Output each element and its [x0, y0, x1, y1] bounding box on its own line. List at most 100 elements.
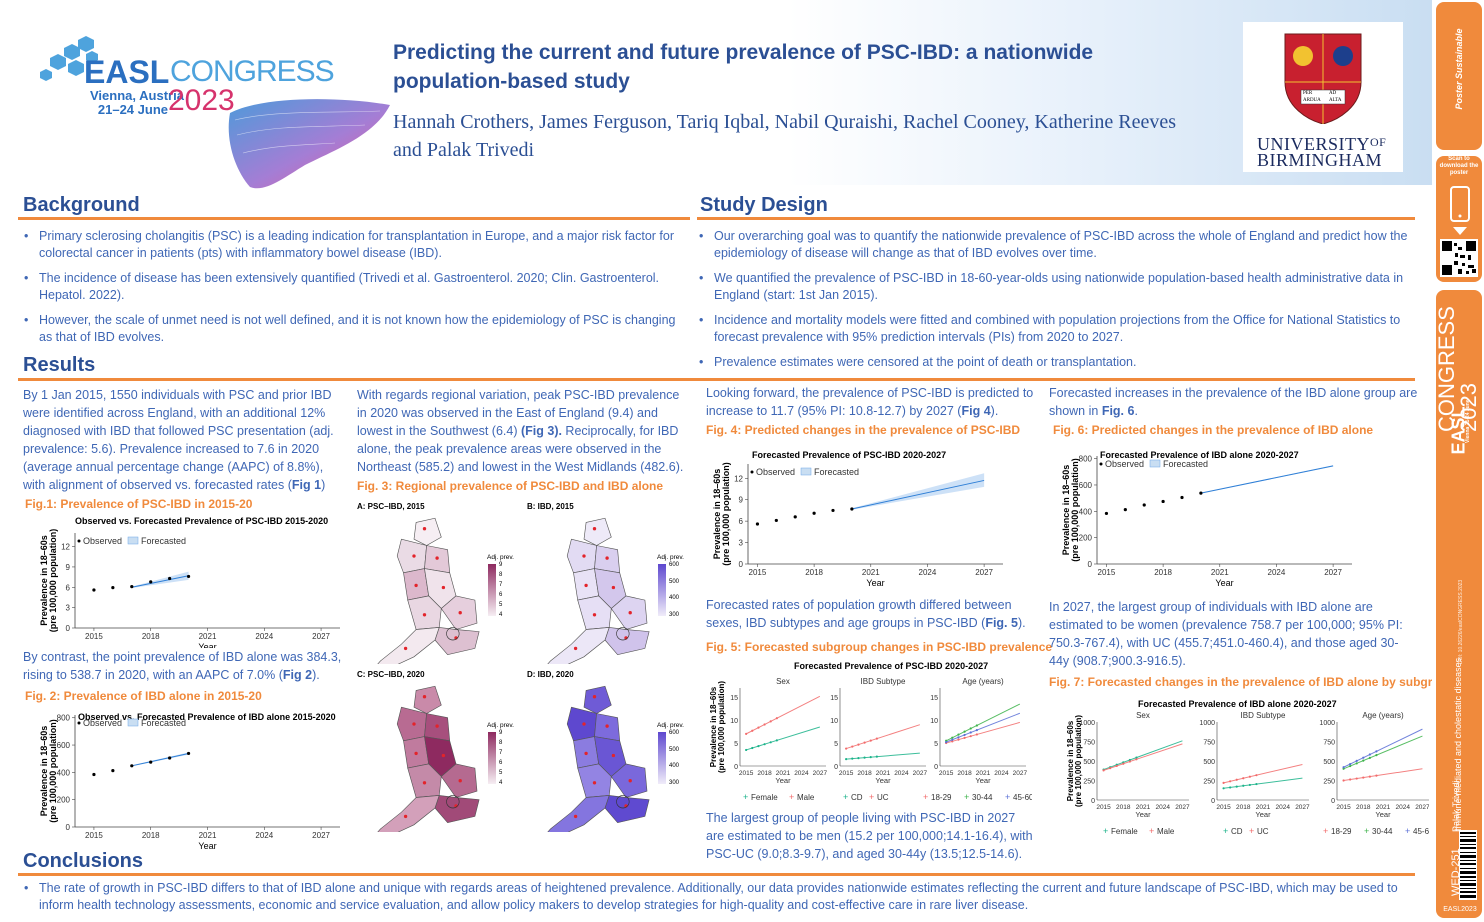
x-tick-label: 2021	[199, 831, 217, 840]
fig3-legend-tick: 300	[669, 780, 680, 786]
qr-code[interactable]	[1440, 239, 1478, 277]
region-marker	[422, 613, 427, 617]
fig3-legend-tick: 4	[499, 612, 503, 618]
series-point-UC	[1242, 777, 1245, 780]
series-point-CD	[1229, 786, 1232, 789]
facet-x-tick-label: 2018	[857, 770, 872, 777]
england-map	[547, 685, 650, 832]
results-col3-para2: Forecasted rates of population growth di…	[706, 598, 1026, 630]
series-point-CD	[857, 757, 860, 760]
region-marker	[435, 724, 439, 728]
facet-x-tick-label: 2021	[976, 770, 991, 777]
legend-marker-Male: +	[789, 792, 794, 802]
y-tick-label: 6	[66, 583, 71, 592]
series-point-30-44	[1355, 762, 1358, 765]
facet-y-tick-label: 750	[1323, 740, 1335, 747]
y-tick-label: 400	[1079, 507, 1093, 516]
y-axis-label-line1: Prevalence in 18–60s	[39, 726, 49, 817]
crest-motto-4: ALTA	[1329, 98, 1342, 103]
series-point-CD	[1222, 787, 1225, 790]
fig3-legend-tick: 500	[669, 578, 680, 585]
fig2-title: Observed vs. Forecasted Prevalence of IB…	[78, 712, 336, 722]
region-marker	[592, 781, 597, 785]
region-marker	[458, 611, 462, 615]
arrow-down-icon	[1453, 227, 1467, 235]
legend-marker-CD: +	[843, 792, 848, 802]
y-tick-label: 9	[66, 563, 71, 572]
barcode	[1459, 830, 1477, 900]
series-point-Male	[1109, 767, 1112, 770]
easl-location: Vienna, Austria	[90, 88, 184, 103]
facet-x-tick-label: 2021	[1136, 804, 1151, 811]
forecast-line	[851, 479, 985, 510]
fig2-caption: Fig. 2: Prevalence of IBD alone in 2015-…	[25, 689, 262, 703]
series-point-45-60	[1355, 759, 1358, 762]
x-axis-label: Year	[1215, 578, 1233, 588]
facet-x-tick-label: 2027	[1175, 804, 1190, 811]
observed-point	[850, 507, 854, 511]
y-axis-label-line1: Prevalence in 18–60s	[712, 469, 722, 560]
legend-marker-18-29: +	[1323, 826, 1328, 836]
fig3-legend-colorbar	[488, 564, 496, 616]
legend-forecasted-marker	[800, 467, 812, 476]
y-tick-label: 200	[57, 796, 71, 805]
series-line-45-60	[1343, 728, 1423, 768]
sidebar-poster-brand: Poster Sustainable	[1454, 28, 1464, 110]
series-point-18-29	[1375, 774, 1378, 777]
fig3-legend-tick: 5	[499, 770, 503, 776]
series-point-CD	[1255, 782, 1258, 786]
easl-hexagon-icon	[40, 36, 98, 81]
series-line-18-29	[1343, 768, 1423, 781]
legend-label-18-29: 18-29	[1331, 827, 1352, 836]
facet-x-tick-label: 2021	[1376, 804, 1391, 811]
study-bullet: Our overarching goal was to quantify the…	[698, 228, 1410, 262]
fig3-panel: B: IBD, 2015 Adj. prev. 600 500 400 300	[525, 498, 693, 664]
fig3-legend-tick: 8	[499, 572, 503, 578]
facet-x-tick-label: 2024	[894, 770, 909, 777]
fig5-caption: Fig. 5: Forecasted subgroup changes in P…	[706, 640, 1053, 654]
series-point-18-29	[951, 740, 954, 743]
legend-observed-marker	[77, 539, 81, 543]
legend-label-30-44: 30-44	[1372, 827, 1393, 836]
fig3-legend-tick: 300	[669, 612, 680, 618]
results-col2-para: With regards regional variation, peak PS…	[357, 388, 684, 474]
series-point-30-44	[1368, 756, 1371, 759]
facet-x-tick-label: 2015	[939, 770, 954, 777]
series-point-UC	[851, 745, 854, 748]
region-marker	[414, 583, 418, 588]
series-point-Male	[1102, 769, 1105, 772]
crest-motto-3: ARDUA	[1303, 98, 1321, 103]
facet-x-axis-label: Year	[975, 776, 991, 785]
poster-sidebar: Poster Sustainable Scan to download the …	[1432, 0, 1484, 921]
fig3-legend-tick: 600	[669, 730, 680, 736]
legend-observed-marker	[77, 721, 81, 725]
facet-x-tick-label: 2015	[1336, 804, 1351, 811]
x-tick-label: 2015	[749, 568, 767, 577]
facet-y-tick-label: 15	[830, 695, 838, 702]
y-tick-label: 0	[66, 624, 71, 633]
england-map-regions	[377, 517, 480, 664]
map-region	[407, 763, 442, 798]
fig6-caption: Fig. 6: Predicted changes in the prevale…	[1053, 423, 1374, 437]
sidebar-date: Vienna 21-24 June	[1465, 399, 1471, 443]
fig6-chart: 0 200 400 600 800 2015 2018 2021 2024 2027 Observe…	[1061, 455, 1352, 588]
series-point-18-29	[1368, 775, 1371, 778]
map-region	[396, 538, 427, 574]
region-marker	[422, 781, 427, 785]
england-map	[547, 517, 650, 664]
series-line-30-44	[1343, 735, 1423, 770]
results-col1-para2: By contrast, the point prevalence of IBD…	[23, 648, 348, 684]
university-line1: UNIVERSITYOF	[1257, 134, 1387, 154]
sidebar-download-panel[interactable]: Scan to download the poster	[1436, 156, 1482, 282]
facet-y-tick-label: 1000	[1199, 720, 1215, 727]
x-axis-label: Year	[198, 841, 216, 851]
background-bullet: The incidence of disease has been extens…	[23, 270, 688, 304]
series-point-30-44	[975, 724, 978, 727]
facet-x-tick-label: 2027	[1295, 804, 1310, 811]
region-marker	[441, 753, 446, 758]
region-marker	[592, 527, 597, 531]
series-point-30-44	[969, 727, 972, 730]
legend-observed-label: Observed	[83, 718, 122, 728]
facet-y-tick-label: 750	[1203, 740, 1215, 747]
facet-label: IBD Subtype	[861, 677, 906, 686]
